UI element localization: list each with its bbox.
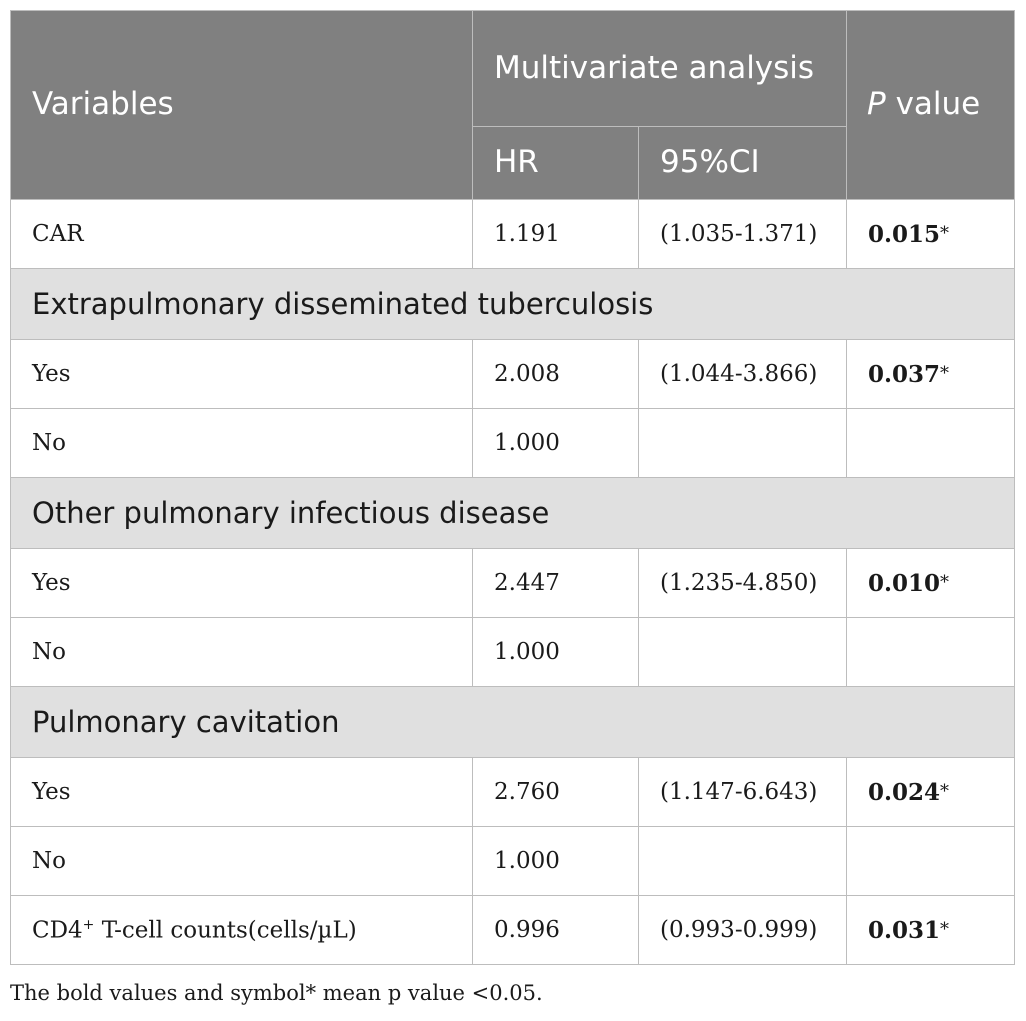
row-hr: 0.996 [472,895,639,965]
header-p-value: P value [846,10,1016,200]
group-label: Extrapulmonary disseminated tuberculosis [9,268,1016,340]
row-p: 0.024* [846,757,1016,827]
group-row: Extrapulmonary disseminated tuberculosis [9,268,1016,340]
row-label: Yes [10,339,473,409]
table-row: Yes 2.008 (1.044-3.866) 0.037* [10,339,1016,409]
table-row: CAR 1.191 (1.035-1.371) 0.015* [10,199,1016,269]
row-hr: 1.191 [472,199,639,269]
row-hr: 2.447 [472,548,639,618]
cd4-label-sup: + [82,916,95,933]
significance-star: * [940,918,950,940]
row-p [846,617,1016,687]
group-row: Other pulmonary infectious disease [9,477,1016,549]
group-label: Other pulmonary infectious disease [9,477,1016,549]
table-row: No 1.000 [10,408,1016,478]
cd4-label-post: T-cell counts(cells/µL) [94,917,357,944]
row-label: Yes [10,548,473,618]
row-hr: 1.000 [472,617,639,687]
header-variables: Variables [10,10,473,200]
row-p: 0.010* [846,548,1016,618]
table-row: Yes 2.447 (1.235-4.850) 0.010* [10,548,1016,618]
row-label: No [10,617,473,687]
row-label: CAR [10,199,473,269]
header-hr: HR [472,126,639,200]
row-ci: (0.993-0.999) [637,895,848,965]
row-label: No [10,408,473,478]
row-ci [637,826,848,896]
row-hr: 2.008 [472,339,639,409]
table-row: No 1.000 [10,826,1016,896]
header-p-italic: P [867,86,886,123]
p-value: 0.015 [868,220,941,248]
header-ci: 95%CI [637,126,848,200]
table-row: No 1.000 [10,617,1016,687]
table-row: CD4+ T-cell counts(cells/µL) 0.996 (0.99… [10,895,1016,965]
row-label: CD4+ T-cell counts(cells/µL) [10,895,473,965]
row-p [846,826,1016,896]
p-value: 0.031 [868,916,941,944]
row-label: Yes [10,757,473,827]
cd4-label-pre: CD4 [32,917,83,944]
row-p: 0.031* [846,895,1016,965]
row-label: No [10,826,473,896]
significance-star: * [940,362,950,384]
p-value: 0.024 [868,778,941,806]
row-ci: (1.044-3.866) [637,339,848,409]
header-multivariate: Multivariate analysis [471,10,848,127]
p-value: 0.010 [868,569,941,597]
significance-star: * [940,780,950,802]
row-ci: (1.035-1.371) [637,199,848,269]
multivariate-table: Variables Multivariate analysis P value … [9,10,1016,965]
row-p: 0.037* [846,339,1016,409]
header-p-rest: value [885,86,981,123]
row-ci [637,617,848,687]
row-hr: 1.000 [472,408,639,478]
group-label: Pulmonary cavitation [9,686,1016,758]
row-ci [637,408,848,478]
row-ci: (1.235-4.850) [637,548,848,618]
table-row: Yes 2.760 (1.147-6.643) 0.024* [10,757,1016,827]
row-hr: 1.000 [472,826,639,896]
p-value: 0.037 [868,360,941,388]
row-ci: (1.147-6.643) [637,757,848,827]
significance-star: * [940,571,950,593]
results-table-container: Variables Multivariate analysis P value … [9,10,1016,1005]
row-p [846,408,1016,478]
row-hr: 2.760 [472,757,639,827]
table-footnote: The bold values and symbol* mean p value… [10,981,543,1005]
row-p: 0.015* [846,199,1016,269]
significance-star: * [940,222,950,244]
group-row: Pulmonary cavitation [9,686,1016,758]
